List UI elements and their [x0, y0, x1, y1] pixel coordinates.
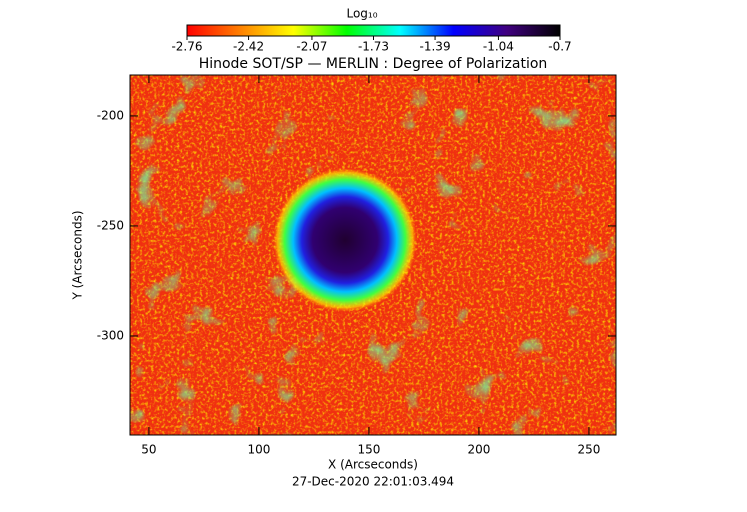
footer: 27-Dec-2020 22:01:03.494 — [292, 475, 454, 489]
colorbar-tick-label: -2.76 — [171, 40, 202, 54]
colorbar-tick-label: -1.73 — [358, 40, 389, 54]
colorbar-tick-label: -2.42 — [233, 40, 264, 54]
x-tick-label: 100 — [247, 443, 270, 457]
image — [130, 75, 616, 435]
y-axis-label: Y (Arcseconds) — [71, 210, 85, 300]
x-tick-label: 250 — [577, 443, 600, 457]
y-tick-label: -250 — [97, 218, 124, 232]
x-tick-label: 150 — [357, 443, 380, 457]
colorbar-tick-label: -1.39 — [420, 40, 451, 54]
x-axis-label: X (Arcseconds) — [328, 458, 418, 472]
x-tick-label: 50 — [141, 443, 156, 457]
colorbar-tick-label: -1.04 — [483, 40, 514, 54]
colorbar-tick-label: -2.07 — [296, 40, 327, 54]
y-tick-label: -300 — [97, 328, 124, 342]
y-tick-label: -200 — [97, 108, 124, 122]
colorbar-label: Log₁₀ — [346, 7, 377, 21]
x-tick-label: 200 — [467, 443, 490, 457]
plot-frame — [129, 74, 617, 436]
colorbar-tick-label: -0.7 — [548, 40, 571, 54]
colorbar — [186, 24, 561, 37]
chart-title: Hinode SOT/SP — MERLIN : Degree of Polar… — [199, 56, 548, 72]
sunspot — [273, 168, 417, 312]
